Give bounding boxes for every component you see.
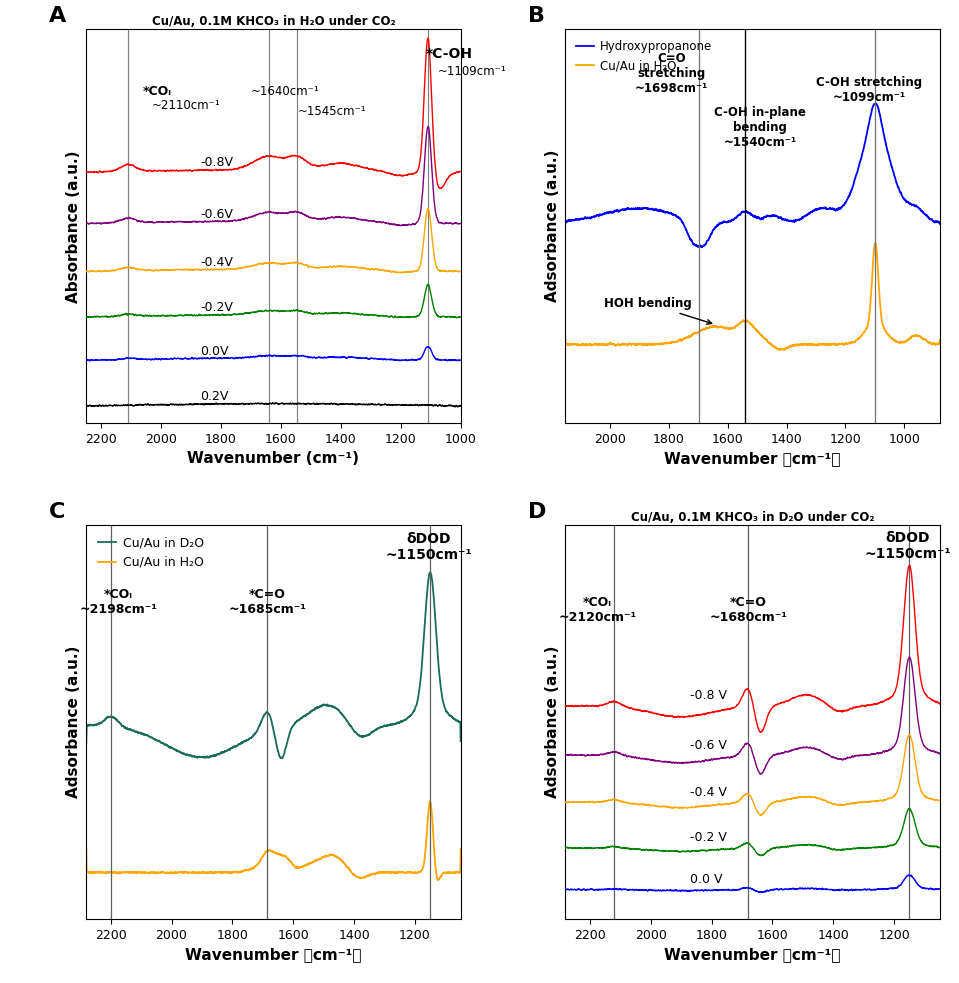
Cu/Au in D₂O (87, 720, 99, 731)
Cu/Au in H₂O (567, 339, 578, 351)
Hydroxypropanone (934, 218, 946, 230)
Cu/Au in H₂O (424, 795, 435, 807)
X-axis label: Wavenumber （cm⁻¹）: Wavenumber （cm⁻¹） (665, 451, 841, 466)
Legend: Hydroxypropanone, Cu/Au in H₂O: Hydroxypropanone, Cu/Au in H₂O (572, 35, 716, 77)
Text: C-OH in-plane
bending
~1540cm⁻¹: C-OH in-plane bending ~1540cm⁻¹ (714, 106, 806, 148)
Cu/Au in D₂O (455, 735, 466, 747)
Cu/Au in H₂O (774, 343, 785, 355)
Text: -0.8V: -0.8V (200, 156, 233, 169)
Cu/Au in H₂O (412, 867, 424, 879)
Hydroxypropanone (567, 214, 578, 226)
Cu/Au in D₂O (390, 718, 402, 729)
Cu/Au in H₂O (81, 842, 92, 854)
Text: ~1640cm⁻¹: ~1640cm⁻¹ (251, 85, 319, 97)
Cu/Au in H₂O (560, 334, 572, 346)
Cu/Au in H₂O (433, 874, 444, 886)
Hydroxypropanone (870, 97, 881, 109)
Text: ~1109cm⁻¹: ~1109cm⁻¹ (438, 65, 507, 78)
Y-axis label: Absorbance (a.u.): Absorbance (a.u.) (66, 150, 81, 303)
Text: C-OH stretching
~1099cm⁻¹: C-OH stretching ~1099cm⁻¹ (816, 76, 923, 104)
Line: Cu/Au in H₂O: Cu/Au in H₂O (566, 243, 940, 350)
Text: *COₗ
~2120cm⁻¹: *COₗ ~2120cm⁻¹ (558, 596, 637, 623)
Y-axis label: Adsorbance (a.u.): Adsorbance (a.u.) (545, 150, 560, 303)
Text: -0.4 V: -0.4 V (690, 785, 727, 798)
Cu/Au in H₂O (607, 338, 619, 350)
Legend: Cu/Au in D₂O, Cu/Au in H₂O: Cu/Au in D₂O, Cu/Au in H₂O (93, 532, 209, 574)
Text: *COₗ
~2198cm⁻¹: *COₗ ~2198cm⁻¹ (80, 588, 157, 616)
Text: 0.0 V: 0.0 V (690, 873, 723, 886)
Line: Cu/Au in D₂O: Cu/Au in D₂O (86, 572, 460, 758)
Text: -0.4V: -0.4V (200, 256, 233, 268)
Hydroxypropanone (869, 98, 880, 110)
Cu/Au in H₂O (891, 336, 902, 348)
Text: -0.6 V: -0.6 V (690, 738, 727, 752)
Y-axis label: Adsorbance (a.u.): Adsorbance (a.u.) (545, 646, 560, 798)
Text: A: A (49, 6, 66, 26)
Cu/Au in D₂O (312, 702, 323, 714)
Y-axis label: Adsorbance (a.u.): Adsorbance (a.u.) (66, 646, 81, 798)
Text: δDOD
~1150cm⁻¹: δDOD ~1150cm⁻¹ (386, 532, 472, 562)
Cu/Au in H₂O (311, 854, 322, 866)
Text: C: C (49, 501, 65, 522)
Text: 0.2V: 0.2V (200, 390, 228, 403)
Text: ~1545cm⁻¹: ~1545cm⁻¹ (297, 105, 366, 118)
Cu/Au in H₂O (870, 237, 881, 249)
Cu/Au in H₂O (790, 338, 802, 350)
X-axis label: Wavenumber (cm⁻¹): Wavenumber (cm⁻¹) (187, 451, 360, 466)
Text: *C=O
~1680cm⁻¹: *C=O ~1680cm⁻¹ (709, 596, 787, 623)
Text: *C-OH: *C-OH (426, 47, 473, 61)
Cu/Au in H₂O (294, 861, 306, 873)
Text: δDOD
~1150cm⁻¹: δDOD ~1150cm⁻¹ (865, 531, 951, 561)
Cu/Au in H₂O (87, 867, 99, 879)
Cu/Au in D₂O (412, 693, 424, 705)
Cu/Au in H₂O (934, 334, 946, 346)
Text: *C=O
~1685cm⁻¹: *C=O ~1685cm⁻¹ (228, 588, 306, 616)
Title: Cu/Au, 0.1M KHCO₃ in D₂O under CO₂: Cu/Au, 0.1M KHCO₃ in D₂O under CO₂ (631, 511, 875, 524)
Hydroxypropanone (774, 211, 785, 223)
Title: Cu/Au, 0.1M KHCO₃ in H₂O under CO₂: Cu/Au, 0.1M KHCO₃ in H₂O under CO₂ (152, 16, 395, 29)
Text: C=O
stretching
~1698cm⁻¹: C=O stretching ~1698cm⁻¹ (635, 52, 708, 95)
Cu/Au in H₂O (389, 867, 401, 879)
Cu/Au in D₂O (81, 737, 92, 749)
Text: *COₗ: *COₗ (143, 85, 173, 97)
Cu/Au in D₂O (425, 566, 436, 578)
Text: -0.2V: -0.2V (200, 302, 233, 315)
Hydroxypropanone (560, 217, 572, 229)
Text: -0.6V: -0.6V (200, 207, 233, 221)
Hydroxypropanone (696, 242, 708, 254)
Text: B: B (528, 6, 545, 26)
Cu/Au in H₂O (774, 344, 785, 356)
Hydroxypropanone (790, 214, 802, 226)
Line: Cu/Au in H₂O: Cu/Au in H₂O (86, 801, 460, 880)
Text: HOH bending: HOH bending (604, 297, 712, 324)
Line: Hydroxypropanone: Hydroxypropanone (566, 103, 940, 248)
Hydroxypropanone (607, 206, 619, 218)
Text: 0.0V: 0.0V (200, 345, 228, 358)
Text: -0.8 V: -0.8 V (690, 689, 727, 702)
Text: ~2110cm⁻¹: ~2110cm⁻¹ (152, 99, 221, 112)
Cu/Au in H₂O (128, 866, 139, 878)
Cu/Au in D₂O (295, 713, 307, 724)
Text: D: D (528, 501, 547, 522)
Cu/Au in H₂O (455, 843, 466, 855)
Text: -0.2 V: -0.2 V (690, 832, 727, 844)
Cu/Au in H₂O (869, 238, 880, 250)
Cu/Au in D₂O (128, 724, 139, 736)
X-axis label: Wavenumber （cm⁻¹）: Wavenumber （cm⁻¹） (185, 948, 362, 962)
Hydroxypropanone (891, 178, 902, 190)
Cu/Au in D₂O (276, 752, 288, 764)
X-axis label: Wavenumber （cm⁻¹）: Wavenumber （cm⁻¹） (665, 948, 841, 962)
